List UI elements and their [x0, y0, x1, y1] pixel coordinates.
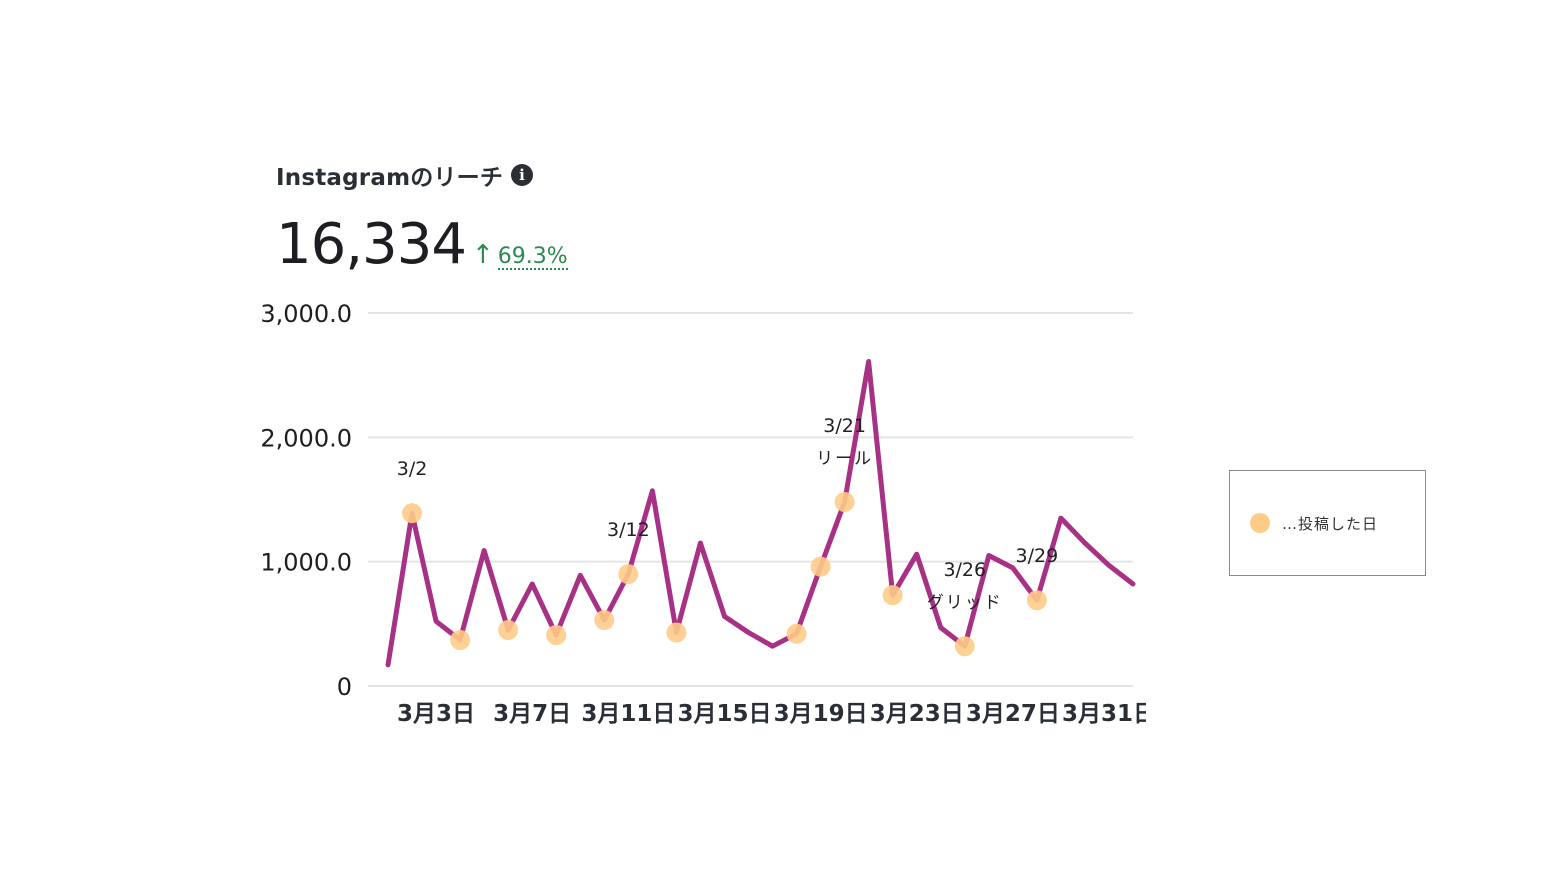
- annotation-date: 3/29: [1016, 545, 1059, 567]
- y-tick-label: 2,000.0: [260, 424, 352, 452]
- post-day-marker: [1026, 590, 1047, 611]
- x-axis-labels: 3月3日 3月7日 3月11日 3月15日 3月19日 3月23日 3月27日 3月31日: [397, 701, 1156, 727]
- x-tick-label: 3月3日: [397, 701, 475, 727]
- x-tick-label: 3月27日: [966, 701, 1060, 727]
- post-day-marker: [954, 636, 975, 657]
- y-tick-label: 3,000.0: [260, 300, 352, 328]
- chart-title: Instagramのリーチ: [276, 165, 504, 191]
- annotation-date: 3/2: [397, 458, 428, 480]
- post-day-marker: [498, 620, 519, 641]
- annotation-date: 3/26: [943, 559, 986, 581]
- legend-marker-icon: [1250, 513, 1270, 533]
- y-tick-label: 0: [337, 673, 352, 701]
- chart-header: Instagramのリーチ i 16,334 ↑ 69.3%: [276, 158, 568, 277]
- x-tick-label: 3月11日: [581, 701, 675, 727]
- annotation-date: 3/21: [823, 415, 866, 437]
- post-day-marker: [882, 585, 903, 606]
- post-day-marker: [810, 556, 831, 577]
- post-day-marker: [834, 491, 855, 512]
- legend: …投稿した日: [1229, 470, 1426, 576]
- info-icon[interactable]: i: [511, 164, 534, 186]
- post-day-marker: [666, 622, 687, 643]
- metric-row: 16,334 ↑ 69.3%: [276, 212, 568, 277]
- post-day-marker: [618, 564, 639, 585]
- x-tick-label: 3月19日: [774, 701, 868, 727]
- total-reach: 16,334: [276, 212, 467, 277]
- x-tick-label: 3月7日: [493, 701, 571, 727]
- post-day-marker: [402, 503, 423, 524]
- post-day-marker: [594, 610, 615, 631]
- x-tick-label: 3月15日: [677, 701, 771, 727]
- post-day-marker: [450, 629, 471, 650]
- legend-label: …投稿した日: [1282, 514, 1379, 533]
- post-day-marker: [786, 623, 807, 644]
- annotation-date: 3/12: [607, 519, 650, 541]
- y-tick-label: 1,000.0: [260, 549, 352, 577]
- x-tick-label: 3月23日: [870, 701, 964, 727]
- series-line: [385, 359, 1136, 668]
- change-percent[interactable]: 69.3%: [497, 244, 568, 270]
- up-arrow-icon: ↑: [471, 240, 494, 270]
- title-row: Instagramのリーチ i: [276, 158, 568, 192]
- post-day-marker: [546, 625, 567, 646]
- x-tick-label: 3月31日: [1062, 701, 1156, 727]
- annotation-type: グリッド: [927, 593, 1003, 613]
- annotation-type: リール: [816, 449, 873, 469]
